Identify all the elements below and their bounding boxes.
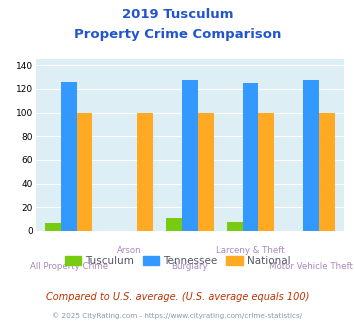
- Bar: [319, 113, 335, 231]
- Bar: [77, 113, 92, 231]
- Bar: [198, 113, 214, 231]
- Text: 2019 Tusculum: 2019 Tusculum: [122, 8, 233, 21]
- Text: Larceny & Theft: Larceny & Theft: [216, 246, 285, 255]
- Text: Burglary: Burglary: [171, 262, 208, 271]
- Text: Compared to U.S. average. (U.S. average equals 100): Compared to U.S. average. (U.S. average …: [46, 292, 309, 302]
- Text: Property Crime Comparison: Property Crime Comparison: [74, 28, 281, 41]
- Bar: [258, 113, 274, 231]
- Bar: [166, 218, 182, 231]
- Bar: [61, 82, 77, 231]
- Legend: Tusculum, Tennessee, National: Tusculum, Tennessee, National: [60, 252, 295, 270]
- Bar: [242, 83, 258, 231]
- Text: Arson: Arson: [117, 246, 142, 255]
- Text: © 2025 CityRating.com - https://www.cityrating.com/crime-statistics/: © 2025 CityRating.com - https://www.city…: [53, 312, 302, 318]
- Text: Motor Vehicle Theft: Motor Vehicle Theft: [269, 262, 353, 271]
- Bar: [137, 113, 153, 231]
- Bar: [227, 221, 242, 231]
- Text: All Property Crime: All Property Crime: [30, 262, 108, 271]
- Bar: [303, 80, 319, 231]
- Bar: [45, 223, 61, 231]
- Bar: [182, 80, 198, 231]
